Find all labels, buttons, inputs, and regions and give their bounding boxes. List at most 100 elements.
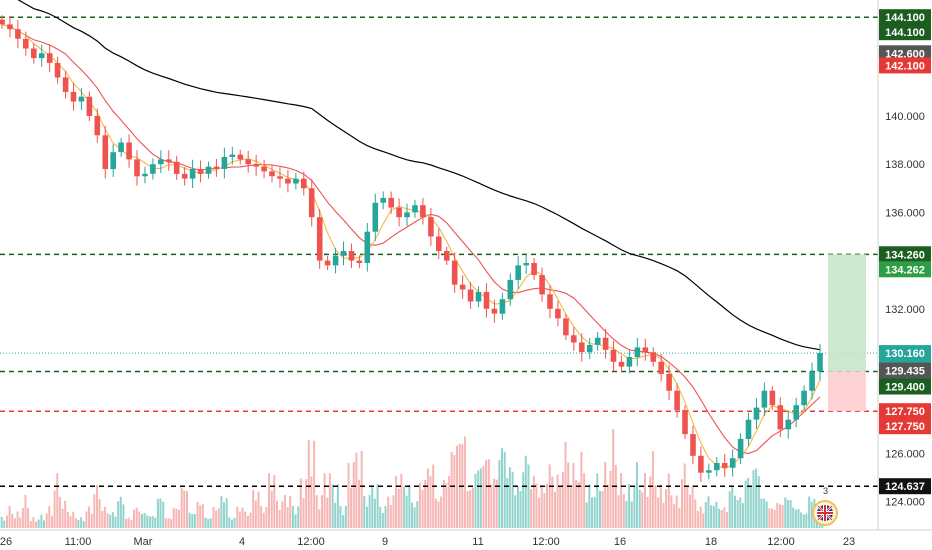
price-tag-background xyxy=(879,45,931,62)
volume-bar xyxy=(342,515,345,528)
volume-bar xyxy=(368,495,371,528)
volume-bar xyxy=(373,498,376,528)
candle-body xyxy=(594,337,601,345)
volume-bar xyxy=(749,485,752,528)
candle-body xyxy=(721,463,728,468)
candle-body xyxy=(404,212,410,218)
volume-bar xyxy=(466,491,469,528)
volume-bar xyxy=(186,491,188,528)
volume-bar xyxy=(384,506,387,528)
candle-body xyxy=(491,308,498,314)
ma-mid-line xyxy=(1,23,821,454)
candle-body xyxy=(555,308,561,319)
volume-bar xyxy=(321,495,323,528)
volume-bar xyxy=(636,462,638,528)
volume-bar xyxy=(747,477,750,528)
candle-body xyxy=(316,217,323,261)
volume-bar xyxy=(739,497,742,528)
volume-bar xyxy=(681,479,683,528)
candle-body xyxy=(666,373,672,391)
volume-bar xyxy=(178,509,180,528)
volume-bar xyxy=(403,486,406,528)
price-tag: 134.262 xyxy=(879,261,931,278)
candle-body xyxy=(269,171,275,177)
volume-bar xyxy=(755,468,758,528)
candle-body xyxy=(38,53,45,59)
volume-bar xyxy=(506,478,509,528)
volume-bar xyxy=(577,482,580,528)
volume-bar xyxy=(265,507,268,528)
volume-bar xyxy=(334,502,337,528)
time-tick-label: 23 xyxy=(843,536,855,548)
volume-bar xyxy=(808,496,811,528)
price-tag-background xyxy=(879,403,931,420)
volume-bar xyxy=(413,507,416,528)
volume-bar xyxy=(249,512,252,528)
volume-bar xyxy=(3,520,6,528)
price-tag: 127.750 xyxy=(879,418,931,435)
volume-bar xyxy=(66,512,69,528)
volume-bar xyxy=(771,508,773,528)
volume-bar xyxy=(8,506,11,528)
candle-body xyxy=(221,157,228,169)
volume-bar xyxy=(712,505,715,528)
volume-bar xyxy=(315,495,318,528)
volume-bar xyxy=(723,507,726,528)
volume-bar xyxy=(628,484,631,528)
candle-body xyxy=(46,53,53,63)
volume-bar xyxy=(556,474,559,528)
volume-bar xyxy=(111,512,114,528)
candle-body xyxy=(586,345,593,353)
candle-body xyxy=(253,164,259,167)
volume-bar xyxy=(69,516,72,528)
volume-bar xyxy=(548,464,551,528)
volume-bar xyxy=(418,482,421,528)
candle-body xyxy=(293,178,299,184)
position-loss-zone xyxy=(828,371,866,412)
price-tag-label: 142.600 xyxy=(885,48,925,60)
volume-bar xyxy=(408,484,411,528)
volume-bar xyxy=(699,506,702,528)
volume-bar xyxy=(305,479,308,528)
volume-bar xyxy=(493,478,496,528)
candle-body xyxy=(134,159,140,177)
flag-uk-icon[interactable] xyxy=(812,500,838,526)
candle-body xyxy=(158,159,164,165)
time-tick-label: 11:00 xyxy=(65,536,92,548)
candle-body xyxy=(579,342,585,353)
volume-bar xyxy=(593,497,596,528)
volume-bar xyxy=(710,505,713,528)
price-axis[interactable]: 140.000 138.000 136.000 132.000 126.000 124.0… xyxy=(885,111,925,509)
price-tag-label: 124.637 xyxy=(885,481,925,493)
long-position-box[interactable] xyxy=(828,254,866,412)
volume-bar xyxy=(535,483,538,528)
volume-bar xyxy=(683,463,686,528)
candle-body xyxy=(110,152,116,170)
price-tick-label: 126.000 xyxy=(885,448,925,460)
time-axis[interactable]: 26 11:00 Mar 4 12:00 9 11 12:00 16 18 12:00 23 xyxy=(0,536,855,548)
volume-bars xyxy=(0,429,824,528)
volume-bar xyxy=(773,510,776,528)
volume-bar xyxy=(217,508,220,528)
volume-bar xyxy=(244,511,247,528)
time-tick-label: 12:00 xyxy=(297,536,325,548)
volume-bar xyxy=(667,473,670,528)
volume-bar xyxy=(175,508,178,528)
volume-bar xyxy=(559,486,562,528)
volume-bar xyxy=(641,492,644,528)
candle-body xyxy=(412,205,418,213)
volume-bar xyxy=(426,468,429,528)
horizontal-lines[interactable] xyxy=(0,16,878,487)
volume-bar xyxy=(400,473,403,528)
volume-bar xyxy=(794,509,797,528)
volume-bar xyxy=(122,504,125,528)
volume-bar xyxy=(601,491,604,528)
volume-bar xyxy=(56,473,59,528)
price-tag-background xyxy=(879,57,931,74)
price-tag-label: 130.160 xyxy=(885,348,925,360)
candle-body xyxy=(769,390,776,406)
volume-bar xyxy=(538,497,541,528)
volume-bar xyxy=(223,502,225,528)
